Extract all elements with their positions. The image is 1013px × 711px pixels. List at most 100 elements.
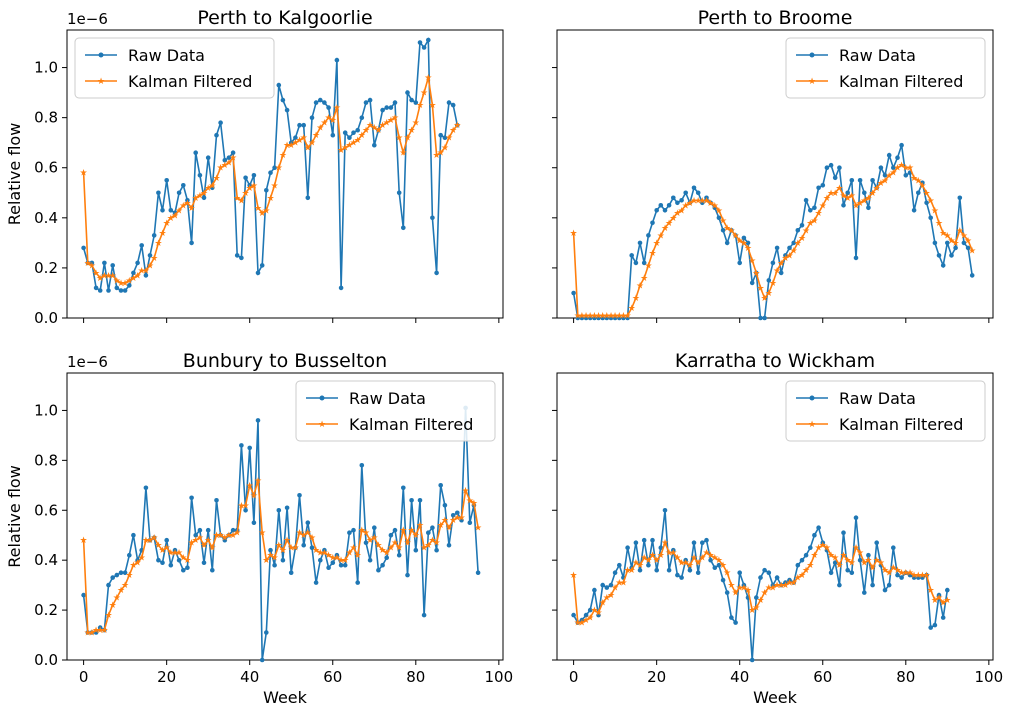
kalman-data-point: ★ bbox=[648, 551, 656, 561]
raw-data-point bbox=[874, 540, 879, 545]
kalman-data-point: ★ bbox=[790, 246, 798, 256]
raw-data-point bbox=[583, 315, 589, 321]
raw-data-point bbox=[749, 280, 755, 286]
raw-data-point bbox=[139, 243, 144, 248]
kalman-data-point: ★ bbox=[806, 561, 814, 571]
kalman-data-point: ★ bbox=[860, 196, 868, 206]
kalman-data-point: ★ bbox=[92, 269, 100, 279]
kalman-data-point: ★ bbox=[590, 606, 598, 616]
kalman-data-point: ★ bbox=[291, 139, 299, 149]
raw-data-point bbox=[579, 315, 585, 321]
raw-data-point bbox=[932, 622, 938, 628]
raw-data-point bbox=[421, 612, 427, 618]
x-tick-label: 80 bbox=[406, 668, 425, 686]
kalman-data-point: ★ bbox=[358, 131, 366, 141]
raw-data-point bbox=[284, 107, 290, 113]
raw-data-point bbox=[654, 208, 659, 213]
raw-data-point bbox=[193, 532, 198, 538]
kalman-data-point: ★ bbox=[815, 209, 823, 219]
raw-data-point bbox=[608, 315, 614, 321]
kalman-data-point: ★ bbox=[914, 571, 922, 581]
y-axis-label: Relative flow bbox=[5, 123, 24, 226]
raw-data-point bbox=[891, 545, 896, 550]
raw-data-point bbox=[940, 263, 946, 268]
kalman-data-point: ★ bbox=[183, 199, 191, 209]
raw-data-point bbox=[662, 508, 668, 513]
kalman-data-point: ★ bbox=[698, 554, 706, 564]
raw-data-point bbox=[131, 270, 136, 276]
raw-data-point bbox=[745, 240, 751, 246]
kalman-data-point: ★ bbox=[163, 219, 171, 229]
raw-data-point bbox=[911, 575, 917, 580]
raw-data-point bbox=[251, 173, 257, 178]
raw-data-point bbox=[438, 132, 444, 138]
kalman-data-point: ★ bbox=[379, 121, 387, 131]
kalman-data-point: ★ bbox=[383, 549, 391, 559]
kalman-data-point: ★ bbox=[399, 149, 407, 159]
kalman-data-point: ★ bbox=[179, 201, 187, 211]
kalman-data-point: ★ bbox=[163, 544, 171, 554]
kalman-data-point: ★ bbox=[848, 191, 856, 201]
kalman-data-point: ★ bbox=[217, 531, 225, 541]
raw-data-point bbox=[197, 527, 203, 533]
raw-data-point bbox=[629, 253, 634, 258]
kalman-data-point: ★ bbox=[765, 584, 773, 594]
kalman-data-point: ★ bbox=[437, 521, 445, 531]
kalman-data-point: ★ bbox=[943, 231, 951, 241]
raw-data-point bbox=[330, 560, 336, 565]
raw-data-point bbox=[596, 612, 601, 618]
raw-data-point bbox=[392, 527, 398, 533]
raw-data-point bbox=[342, 562, 348, 568]
raw-data-point bbox=[641, 260, 647, 266]
raw-data-point bbox=[442, 503, 448, 508]
kalman-data-point: ★ bbox=[594, 312, 602, 322]
raw-data-point bbox=[799, 223, 805, 228]
raw-data-point bbox=[272, 165, 277, 170]
kalman-data-point: ★ bbox=[362, 529, 370, 539]
y-axis-label: Relative flow bbox=[5, 465, 24, 568]
kalman-data-point: ★ bbox=[885, 171, 893, 181]
raw-data-point bbox=[372, 525, 377, 530]
raw-data-point bbox=[342, 130, 348, 135]
raw-data-point bbox=[853, 255, 859, 261]
raw-data-point bbox=[940, 615, 946, 620]
raw-data-point bbox=[658, 203, 664, 208]
raw-data-point bbox=[671, 547, 676, 553]
kalman-data-point: ★ bbox=[391, 114, 399, 124]
kalman-data-point: ★ bbox=[806, 219, 814, 229]
kalman-data-point: ★ bbox=[839, 191, 847, 201]
legend-label: Raw Data bbox=[839, 389, 916, 408]
raw-data-point bbox=[687, 567, 693, 573]
kalman-data-point: ★ bbox=[769, 584, 777, 594]
series-line-raw bbox=[82, 407, 479, 661]
raw-data-point bbox=[222, 537, 228, 543]
kalman-data-point: ★ bbox=[715, 556, 723, 566]
raw-data-point bbox=[695, 570, 701, 575]
kalman-data-point: ★ bbox=[594, 609, 602, 619]
kalman-data-point: ★ bbox=[748, 256, 756, 266]
raw-data-point bbox=[413, 547, 419, 553]
kalman-data-point: ★ bbox=[856, 549, 864, 559]
raw-data-point bbox=[288, 570, 294, 575]
legend: Raw Data ★ Kalman Filtered bbox=[785, 37, 986, 99]
kalman-data-point: ★ bbox=[399, 526, 407, 536]
raw-data-point bbox=[708, 557, 713, 563]
raw-data-point bbox=[911, 208, 917, 213]
kalman-data-point: ★ bbox=[653, 239, 661, 249]
kalman-data-point: ★ bbox=[756, 596, 764, 606]
raw-data-point bbox=[276, 508, 282, 513]
raw-data-point bbox=[384, 105, 390, 110]
kalman-data-point: ★ bbox=[333, 554, 341, 564]
kalman-data-point: ★ bbox=[902, 569, 910, 579]
raw-data-point bbox=[93, 285, 99, 291]
raw-data-point bbox=[617, 562, 622, 568]
kalman-data-point: ★ bbox=[852, 544, 860, 554]
raw-data-point bbox=[347, 135, 352, 140]
kalman-data-point: ★ bbox=[624, 566, 632, 576]
kalman-data-point: ★ bbox=[457, 514, 465, 524]
raw-data-point bbox=[438, 483, 444, 488]
raw-data-point bbox=[832, 175, 838, 181]
kalman-data-point: ★ bbox=[325, 551, 333, 561]
raw-data-point bbox=[442, 135, 448, 140]
raw-data-point bbox=[795, 562, 801, 568]
